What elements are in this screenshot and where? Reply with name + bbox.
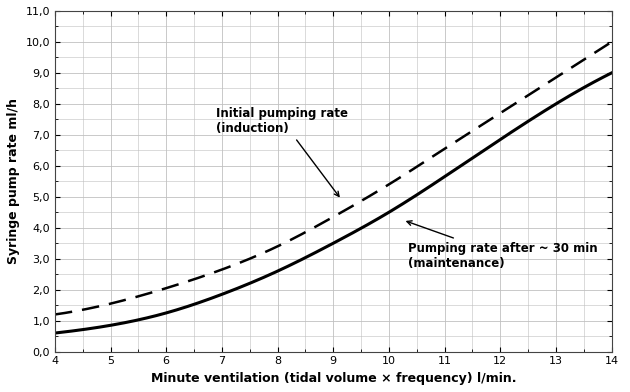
X-axis label: Minute ventilation (tidal volume × frequency) l/min.: Minute ventilation (tidal volume × frequ… (151, 372, 516, 385)
Text: Initial pumping rate
(induction): Initial pumping rate (induction) (216, 107, 348, 196)
Text: Pumping rate after ~ 30 min
(maintenance): Pumping rate after ~ 30 min (maintenance… (407, 221, 598, 270)
Y-axis label: Syringe pump rate ml/h: Syringe pump rate ml/h (7, 98, 20, 264)
